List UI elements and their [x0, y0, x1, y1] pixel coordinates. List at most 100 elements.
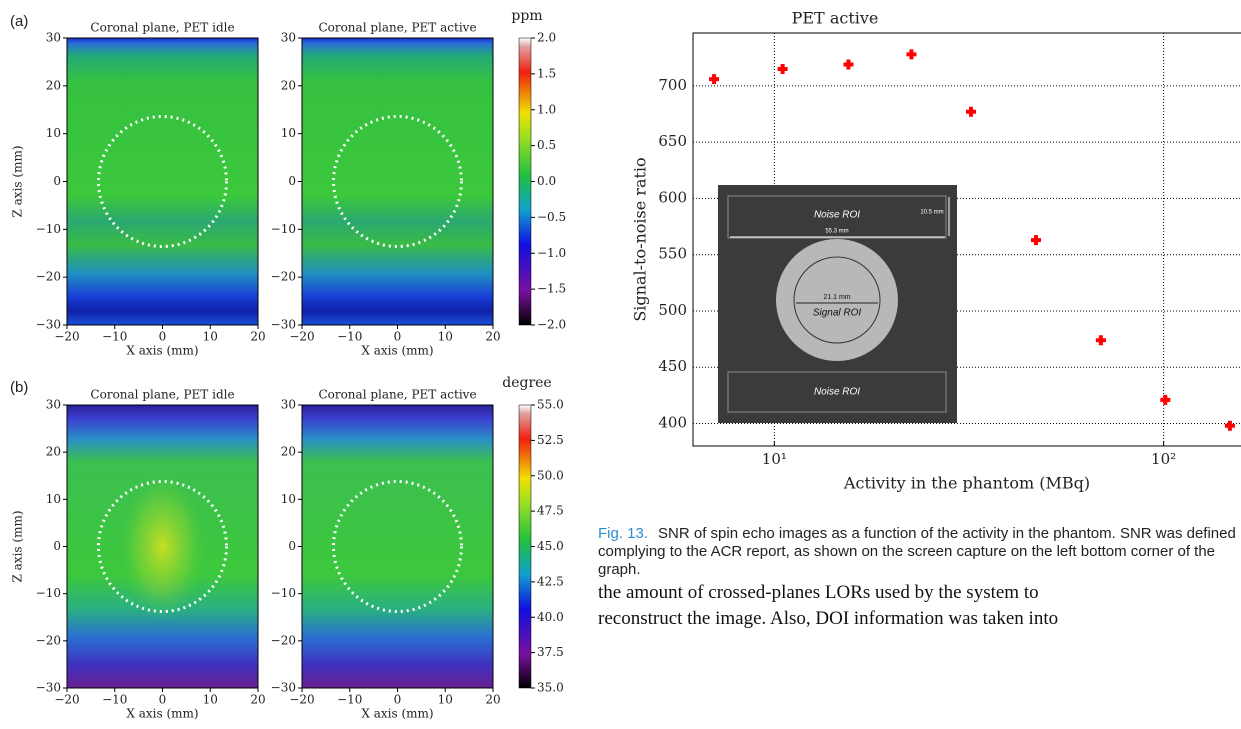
- y-tick-label: 20: [281, 445, 296, 459]
- y-tick-label: 0: [53, 174, 61, 188]
- panel-label: (b): [10, 379, 28, 396]
- x-tick-label: 0: [394, 330, 402, 344]
- roi-circle: [97, 115, 228, 248]
- colorbar: [518, 404, 532, 689]
- y-tick-label: 10: [46, 492, 61, 506]
- heatmap-image: [302, 38, 493, 325]
- y-tick-label: 400: [658, 413, 687, 431]
- y-tick-label: 10: [281, 492, 296, 506]
- colorbar-tick-label: −2.0: [537, 318, 566, 332]
- colorbar-tick-label: 0.5: [537, 138, 556, 152]
- inset-text: Noise ROI: [814, 210, 860, 221]
- panel-title: Coronal plane, PET idle: [90, 21, 234, 35]
- colorbar-tick-label: −1.5: [537, 282, 566, 296]
- x-tick-label: 20: [250, 330, 265, 344]
- heatmap-image: [302, 405, 493, 688]
- panel-title: Coronal plane, PET active: [318, 21, 476, 35]
- y-tick-label: 20: [281, 78, 296, 92]
- roi-circle: [332, 115, 463, 248]
- y-tick-label: 0: [288, 539, 296, 553]
- y-tick-label: 0: [53, 539, 61, 553]
- x-tick-label: −20: [54, 330, 79, 344]
- inset-text: 10.5 mm: [920, 210, 943, 216]
- panel-title: Coronal plane, PET idle: [90, 388, 234, 402]
- x-tick-label: −20: [54, 693, 79, 707]
- y-tick-label: −30: [36, 318, 61, 332]
- x-tick-label: −20: [289, 693, 314, 707]
- data-point: [843, 59, 854, 70]
- data-point: [777, 64, 788, 75]
- x-axis-label: X axis (mm): [126, 707, 198, 721]
- colorbar-tick-label: 2.0: [537, 31, 556, 45]
- x-tick-label: 0: [159, 693, 167, 707]
- panel-title: Coronal plane, PET active: [318, 388, 476, 402]
- x-tick-label: −10: [102, 693, 127, 707]
- colorbar-tick-label: 1.5: [537, 66, 556, 80]
- y-tick-label: −10: [271, 586, 296, 600]
- axes-frame: [692, 32, 1241, 447]
- y-tick-label: −20: [36, 633, 61, 647]
- y-tick-label: 450: [658, 357, 687, 375]
- x-tick-label: 10: [438, 330, 453, 344]
- data-point: [906, 49, 917, 60]
- y-tick-label: −20: [36, 270, 61, 284]
- data-point: [1030, 235, 1041, 246]
- panel-label: (a): [10, 13, 28, 30]
- x-tick-label: 0: [394, 693, 402, 707]
- chart-title: PET active: [792, 9, 879, 28]
- colorbar-tick-label: 37.5: [537, 645, 564, 659]
- y-tick-label: 500: [658, 301, 687, 319]
- colorbar-tick-label: 45.0: [537, 539, 564, 553]
- x-tick-label: 20: [485, 693, 500, 707]
- caption-text: SNR of spin echo images as a function of…: [598, 525, 1236, 578]
- y-tick-label: −10: [36, 222, 61, 236]
- x-axis-label: X axis (mm): [361, 707, 433, 721]
- x-tick-label: 10: [203, 693, 218, 707]
- x-tick-label: 10²: [1151, 450, 1176, 468]
- colorbar-tick-label: 42.5: [537, 574, 564, 588]
- y-tick-label: 30: [46, 31, 61, 45]
- y-axis-label: Z axis (mm): [11, 145, 25, 217]
- colorbar-tick-label: 50.0: [537, 468, 564, 482]
- y-tick-label: −10: [271, 222, 296, 236]
- y-tick-label: 20: [46, 78, 61, 92]
- colorbar-tick-label: −1.0: [537, 246, 566, 260]
- y-tick-label: 550: [658, 245, 687, 263]
- inset-text: 21.1 mm: [823, 294, 850, 301]
- colorbar-label: degree: [502, 375, 551, 391]
- x-tick-label: 10: [203, 330, 218, 344]
- colorbar-tick-label: 1.0: [537, 102, 556, 116]
- x-tick-label: −10: [337, 693, 362, 707]
- y-axis-label: Signal-to-noise ratio: [631, 157, 650, 321]
- x-tick-label: 10: [438, 693, 453, 707]
- x-tick-label: 0: [159, 330, 167, 344]
- y-tick-label: 650: [658, 132, 687, 150]
- roi-circle: [332, 480, 463, 613]
- colorbar: [518, 37, 532, 326]
- text-line: the amount of crossed-planes LORs used b…: [598, 582, 1039, 603]
- y-tick-label: −30: [36, 681, 61, 695]
- colorbar-tick-label: 47.5: [537, 504, 564, 518]
- x-tick-label: −20: [289, 330, 314, 344]
- y-tick-label: −30: [271, 318, 296, 332]
- inset-text: 55.3 mm: [825, 229, 848, 235]
- text-line: reconstruct the image. Also, DOI informa…: [598, 608, 1059, 629]
- caption: Fig. 13. SNR of spin echo images as a fun…: [598, 525, 1241, 579]
- roi-circle: [97, 480, 228, 613]
- heatmap-highlight: [117, 471, 208, 622]
- x-tick-label: 20: [485, 330, 500, 344]
- y-tick-label: 20: [46, 445, 61, 459]
- colorbar-tick-label: 55.0: [537, 398, 564, 412]
- colorbar-tick-label: 40.0: [537, 610, 564, 624]
- y-tick-label: 30: [281, 31, 296, 45]
- colorbar-tick-label: −0.5: [537, 210, 566, 224]
- colorbar-label: ppm: [511, 8, 542, 24]
- x-tick-label: 10¹: [762, 450, 787, 468]
- y-tick-label: 0: [288, 174, 296, 188]
- y-tick-label: 600: [658, 188, 687, 206]
- data-point: [1160, 394, 1171, 405]
- data-point: [1095, 335, 1106, 346]
- inset-text: Noise ROI: [814, 387, 860, 398]
- colorbar-tick-label: 52.5: [537, 433, 564, 447]
